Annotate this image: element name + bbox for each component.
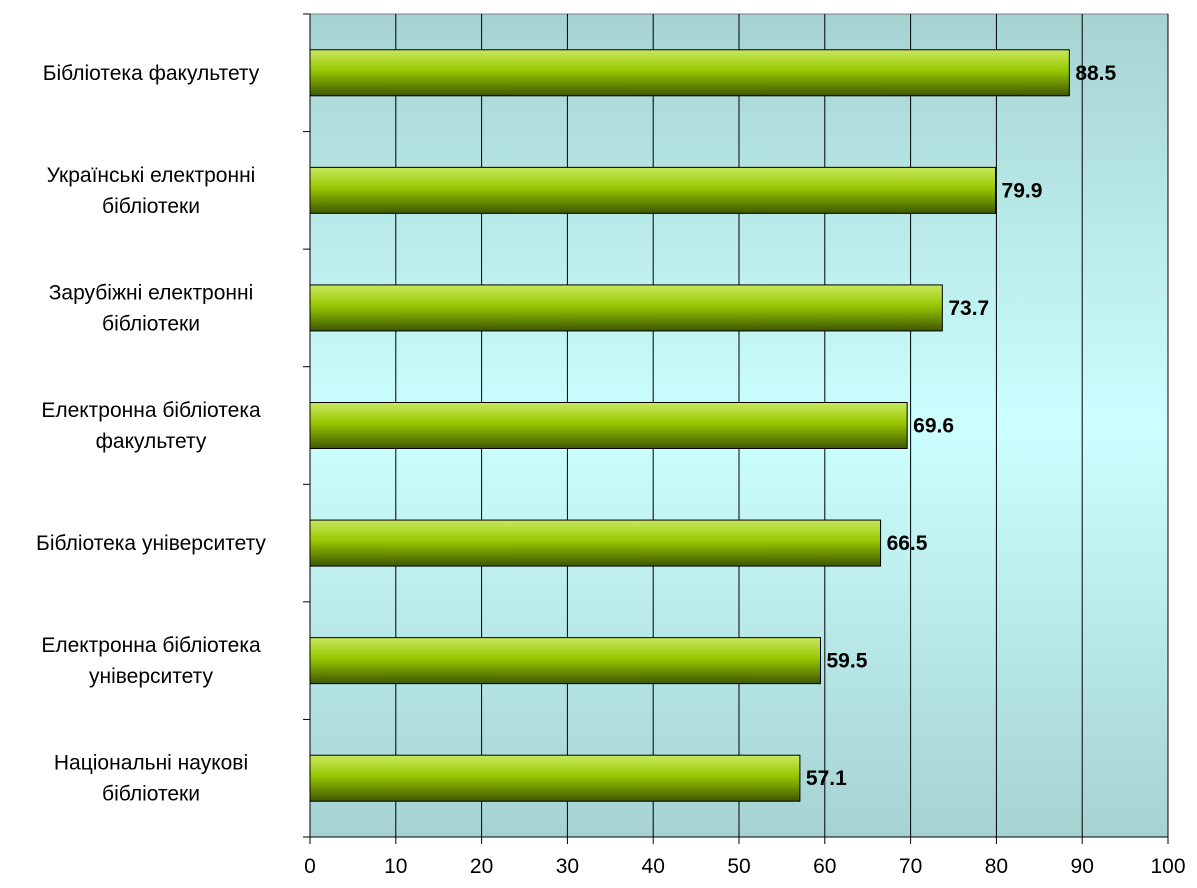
data-label: 79.9 [1002, 179, 1043, 202]
category-label-line: Національні наукові [54, 752, 248, 775]
category-label-line: Зарубіжні електронні [49, 281, 254, 304]
category-label-line: університету [89, 665, 213, 688]
data-label: 57.1 [806, 767, 847, 790]
category-label-line: бібліотеки [102, 312, 200, 335]
x-tick-label: 10 [384, 855, 407, 878]
bar [309, 402, 908, 449]
x-tick-label: 100 [1150, 855, 1185, 878]
x-tick-label: 60 [813, 855, 836, 878]
data-label: 59.5 [827, 650, 868, 673]
data-label: 66.5 [887, 532, 928, 555]
category-label-line: Електронна бібліотека [41, 399, 261, 422]
bar [309, 284, 943, 332]
category-label-line: Бібліотека факультету [43, 62, 260, 85]
bar [309, 637, 822, 685]
data-label: 73.7 [948, 297, 989, 320]
bar [309, 754, 801, 802]
category-label: Електронна бібліотека університету [41, 634, 261, 688]
category-label: Національні наукові бібліотеки [54, 752, 248, 806]
gridlines [395, 14, 1169, 837]
category-label: Українські електронні бібліотеки [47, 164, 256, 218]
labels: 0 10 20 30 40 50 60 70 80 90 100 88.5 Бібліотека фак… [36, 62, 1185, 878]
bar [309, 519, 882, 567]
x-tick-label: 30 [556, 855, 579, 878]
category-label-line: Українські електронні [47, 164, 256, 187]
x-tick-label: 90 [1071, 855, 1094, 878]
x-tick-label: 20 [470, 855, 493, 878]
data-label: 69.6 [913, 415, 954, 438]
category-label-line: бібліотеки [102, 783, 200, 806]
category-label-line: Електронна бібліотека [41, 634, 261, 657]
x-tick-label: 80 [985, 855, 1008, 878]
category-label: Бібліотека факультету [43, 62, 260, 85]
category-label-line: бібліотеки [102, 195, 200, 218]
bar [309, 166, 997, 214]
x-tick-label: 40 [642, 855, 665, 878]
x-tick-label: 50 [727, 855, 750, 878]
data-label: 88.5 [1075, 62, 1116, 85]
bars [309, 49, 1070, 802]
category-label-line: факультету [96, 430, 207, 453]
category-label: Бібліотека університету [36, 532, 266, 555]
x-tick-label: 0 [304, 855, 316, 878]
category-label: Зарубіжні електронні бібліотеки [49, 281, 254, 335]
bar [309, 49, 1070, 97]
x-tick-label: 70 [899, 855, 922, 878]
category-label-line: Бібліотека університету [36, 532, 266, 555]
category-label: Електронна бібліотека факультету [41, 399, 261, 453]
